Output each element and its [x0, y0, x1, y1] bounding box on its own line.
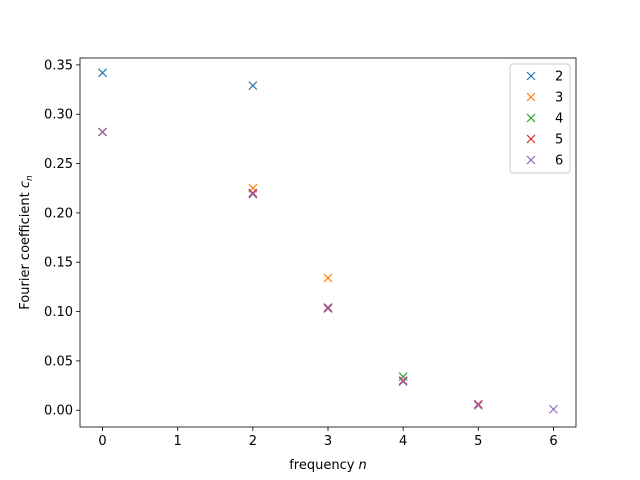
x-axis-label-variable: n	[359, 458, 367, 473]
data-point	[323, 304, 333, 314]
legend-label: 4	[555, 112, 563, 127]
series-6	[98, 127, 558, 414]
data-point	[473, 400, 483, 410]
y-tick-label: 0.30	[44, 108, 73, 123]
legend-entry-5: 5	[526, 133, 563, 148]
legend-entry-4: 4	[526, 112, 563, 127]
y-axis-label: Fourier coefficient cn	[18, 175, 35, 310]
legend-label: 3	[555, 91, 563, 106]
legend-marker	[526, 155, 536, 165]
y-axis-label-variable: c	[18, 181, 33, 188]
legend-marker	[526, 134, 536, 144]
x-tick-label: 1	[174, 434, 182, 449]
data-point	[98, 127, 107, 137]
y-tick-label: 0.15	[44, 256, 73, 271]
y-tick-label: 0.25	[44, 157, 73, 172]
legend: 2 3 4 5 6	[509, 63, 571, 174]
plot-area	[79, 57, 577, 428]
y-tick-label: 0.35	[44, 58, 73, 73]
data-point	[248, 188, 258, 198]
legend-label: 6	[555, 154, 563, 169]
y-axis-label-subscript: n	[25, 175, 35, 181]
x-tick-label: 6	[549, 434, 557, 449]
data-point	[323, 273, 333, 283]
y-axis-ticks: 0.00 0.05 0.10 0.15 0.20 0.25 0.30 0.35	[44, 58, 80, 419]
legend-entry-2: 2	[526, 70, 563, 85]
legend-marker	[526, 113, 536, 123]
legend-entry-3: 3	[526, 91, 563, 106]
x-tick-label: 4	[399, 434, 407, 449]
legend-marker	[526, 92, 536, 102]
data-point	[473, 399, 483, 409]
data-marks	[98, 68, 558, 414]
legend-label: 2	[555, 70, 563, 85]
data-point	[398, 376, 408, 386]
data-point	[549, 404, 558, 414]
data-point	[398, 377, 408, 387]
data-point	[98, 68, 107, 78]
legend-marker	[526, 71, 536, 81]
x-tick-label: 5	[474, 434, 482, 449]
x-axis-label: frequency n	[289, 458, 367, 473]
x-tick-label: 3	[324, 434, 332, 449]
y-tick-label: 0.00	[44, 404, 73, 419]
x-tick-label: 0	[98, 434, 106, 449]
y-tick-label: 0.10	[44, 305, 73, 320]
y-tick-label: 0.05	[44, 354, 73, 369]
data-point	[248, 189, 258, 199]
data-point	[323, 303, 333, 313]
legend-label: 5	[555, 133, 563, 148]
x-axis-ticks: 0 1 2 3 4 5 6	[98, 427, 558, 449]
y-tick-label: 0.20	[44, 206, 73, 221]
legend-entry-6: 6	[526, 154, 563, 169]
data-point	[248, 81, 258, 91]
series-2	[98, 68, 258, 91]
x-tick-label: 2	[249, 434, 257, 449]
legend-box	[509, 63, 571, 174]
